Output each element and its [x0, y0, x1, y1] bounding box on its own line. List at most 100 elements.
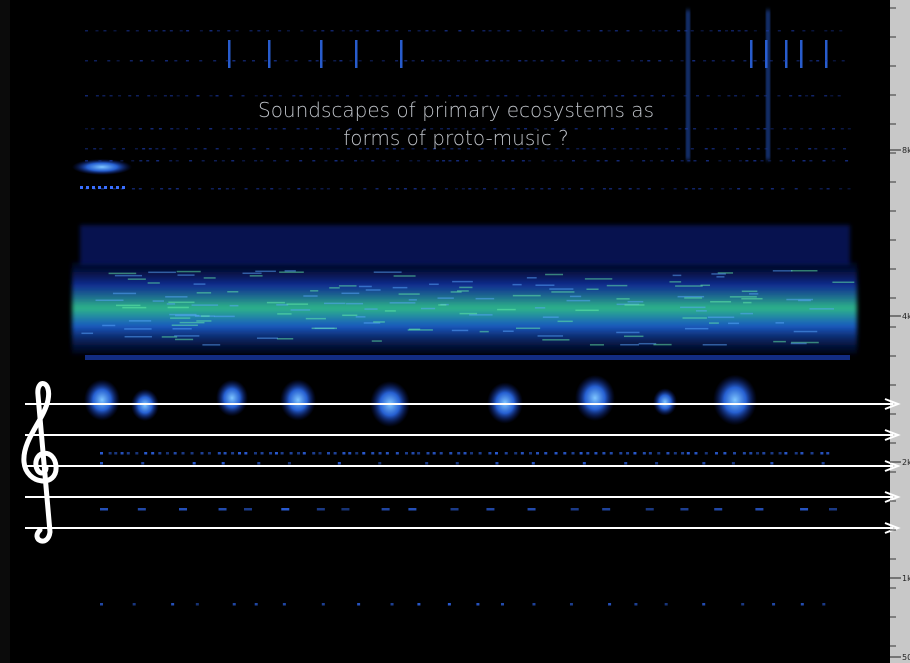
noise-dot — [263, 95, 266, 97]
noise-dot — [707, 95, 710, 97]
call — [320, 40, 323, 68]
streak — [390, 302, 416, 304]
noise-dot — [213, 60, 216, 62]
streak — [167, 303, 175, 305]
noise-dot — [371, 160, 374, 162]
noise-dot — [130, 60, 133, 62]
noise-dot — [185, 95, 188, 97]
noise-dot — [795, 188, 798, 190]
noise-dot — [764, 148, 767, 150]
noise-dot — [368, 95, 371, 97]
streak — [359, 286, 372, 288]
noise-dot — [122, 186, 125, 189]
noise-dot — [795, 148, 798, 150]
noise-dot — [710, 30, 713, 32]
noise-dot — [838, 95, 841, 97]
noise-dot — [497, 30, 500, 32]
noise-dot — [761, 160, 764, 162]
frequency-label: 4k — [902, 312, 910, 321]
noise-dot — [299, 160, 302, 162]
note-dot — [191, 452, 194, 455]
noise-dot — [570, 95, 573, 97]
noise-dot — [721, 188, 724, 190]
note-dot — [290, 452, 293, 455]
streak — [204, 277, 216, 279]
streak — [438, 297, 454, 299]
streak — [503, 330, 514, 332]
noise-dot — [176, 128, 179, 130]
noise-dot — [798, 95, 801, 97]
noise-dot — [486, 60, 489, 62]
noise-dot — [800, 128, 803, 130]
noise-dot — [395, 30, 398, 32]
noise-dot — [439, 60, 442, 62]
streak — [399, 293, 420, 295]
noise-dot — [822, 128, 825, 130]
noise-dot — [718, 30, 721, 32]
streak — [480, 331, 489, 333]
noise-dot — [116, 186, 119, 189]
noise-dot — [639, 30, 642, 32]
noise-dot — [842, 60, 845, 62]
streak — [165, 296, 187, 298]
noise-dot — [661, 160, 664, 162]
streak — [113, 293, 136, 295]
noise-dot — [232, 60, 235, 62]
note-dot — [811, 452, 814, 455]
noise-dot — [396, 160, 399, 162]
noise-dot — [803, 160, 806, 162]
noise-dot — [832, 128, 835, 130]
streak — [372, 340, 382, 342]
streak — [675, 285, 703, 287]
note-dot — [426, 452, 429, 455]
streak — [516, 328, 540, 330]
note-dot — [741, 603, 744, 606]
noise-dot — [783, 128, 786, 130]
note-dot — [417, 603, 420, 606]
noise-dot — [727, 95, 730, 97]
streak — [196, 320, 211, 322]
noise-dot — [226, 60, 229, 62]
noise-dot — [512, 188, 515, 190]
noise-dot — [313, 188, 316, 190]
noise-dot — [110, 186, 113, 189]
noise-dot — [734, 128, 737, 130]
noise-dot — [455, 188, 458, 190]
note-dot — [723, 452, 726, 455]
note-dot — [714, 508, 722, 511]
note-dot — [743, 452, 746, 455]
noise-dot — [117, 60, 120, 62]
note-dot — [109, 452, 112, 455]
note-dot — [379, 452, 382, 455]
streak — [175, 315, 199, 317]
note-dot — [193, 462, 196, 465]
noise-dot — [734, 95, 737, 97]
noise-dot — [587, 30, 590, 32]
noise-dot — [617, 160, 620, 162]
noise-dot — [507, 30, 510, 32]
noise-dot — [230, 128, 233, 130]
noise-dot — [135, 148, 138, 150]
noise-dot — [417, 160, 420, 162]
noise-dot — [603, 95, 606, 97]
streak — [277, 313, 291, 315]
noise-dot — [384, 95, 387, 97]
note-dot — [269, 452, 272, 455]
noise-dot — [287, 188, 290, 190]
noise-dot — [754, 60, 757, 62]
noise-dot — [500, 60, 503, 62]
noise-dot — [839, 30, 842, 32]
noise-dot — [316, 60, 319, 62]
note-dot — [657, 452, 660, 455]
noise-dot — [494, 188, 497, 190]
streak — [310, 290, 318, 292]
streak — [303, 295, 317, 297]
noise-dot — [684, 30, 687, 32]
noise-dot — [425, 95, 428, 97]
streak — [586, 288, 598, 290]
noise-dot — [286, 160, 289, 162]
noise-dot — [385, 30, 388, 32]
noise-dot — [350, 188, 353, 190]
streak — [567, 300, 591, 302]
streak — [324, 303, 345, 305]
